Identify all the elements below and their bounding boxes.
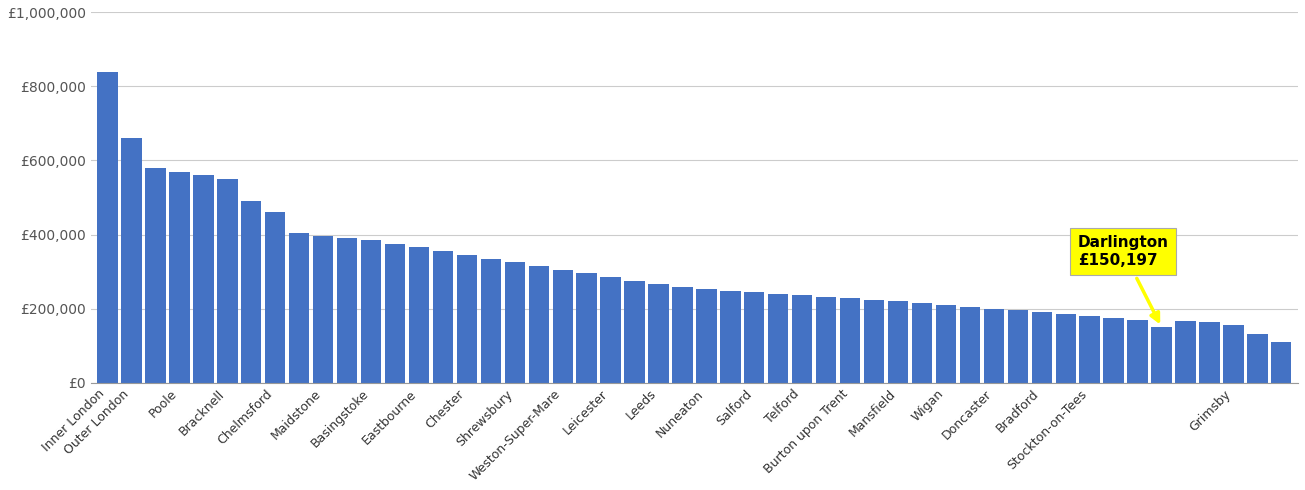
Bar (265, 212, 286, 383)
Bar (959, 307, 980, 383)
Bar (145, 168, 166, 383)
Bar (1056, 314, 1075, 383)
Bar (457, 255, 478, 383)
Bar (577, 273, 596, 383)
Bar (1007, 310, 1028, 383)
Bar (769, 294, 788, 383)
Bar (864, 300, 885, 383)
Bar (1031, 312, 1052, 383)
Bar (1199, 322, 1220, 383)
Bar (552, 270, 573, 383)
Bar (529, 266, 549, 383)
Bar (98, 72, 117, 383)
Bar (480, 259, 501, 383)
Bar (600, 277, 621, 383)
Bar (385, 244, 405, 383)
Bar (217, 179, 238, 383)
Bar (672, 287, 693, 383)
Bar (816, 296, 837, 383)
Bar (505, 262, 525, 383)
Bar (792, 295, 813, 383)
Text: Darlington
£150,197: Darlington £150,197 (1078, 235, 1169, 321)
Bar (361, 240, 381, 383)
Bar (1151, 327, 1172, 383)
Bar (936, 305, 957, 383)
Bar (720, 291, 740, 383)
Bar (170, 172, 189, 383)
Bar (1104, 318, 1124, 383)
Bar (649, 285, 668, 383)
Bar (1128, 319, 1148, 383)
Bar (840, 298, 860, 383)
Bar (744, 292, 765, 383)
Bar (1248, 335, 1267, 383)
Bar (121, 138, 142, 383)
Bar (313, 236, 333, 383)
Bar (1271, 342, 1292, 383)
Bar (1079, 316, 1100, 383)
Bar (193, 175, 214, 383)
Bar (288, 233, 309, 383)
Bar (241, 201, 261, 383)
Bar (887, 301, 908, 383)
Bar (433, 251, 453, 383)
Bar (1223, 325, 1244, 383)
Bar (624, 281, 645, 383)
Bar (408, 247, 429, 383)
Bar (1176, 321, 1195, 383)
Bar (337, 238, 358, 383)
Bar (984, 309, 1004, 383)
Bar (912, 303, 932, 383)
Bar (697, 289, 716, 383)
